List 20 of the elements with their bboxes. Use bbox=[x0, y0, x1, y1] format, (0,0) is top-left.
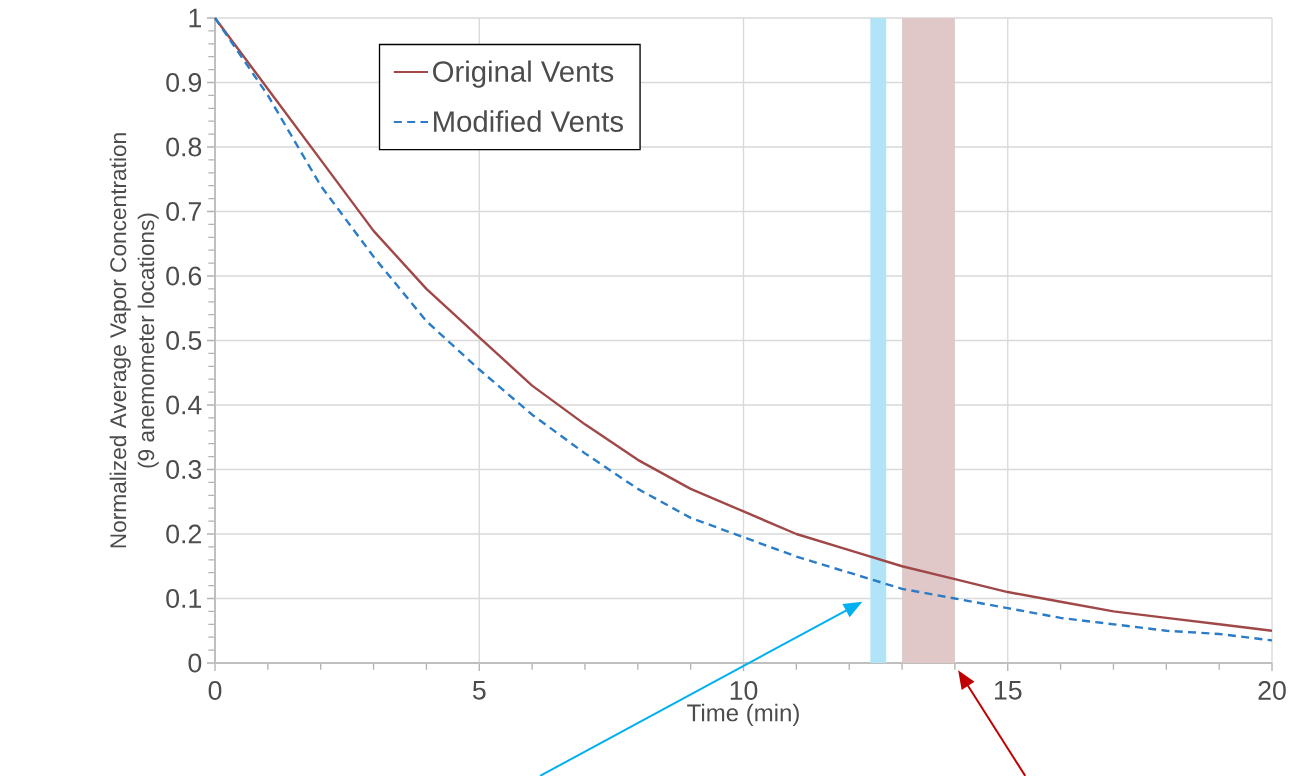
x-tick-label: 5 bbox=[472, 681, 486, 700]
y-tick-label: 1 bbox=[189, 8, 201, 28]
y-tick-label: 0 bbox=[188, 653, 202, 673]
legend-label: Modified Vents bbox=[434, 110, 623, 132]
y-tick-label: 0.1 bbox=[166, 589, 201, 608]
legend-label: Original Vents bbox=[433, 60, 614, 88]
y-tick-label: 0.7 bbox=[166, 202, 201, 221]
y-tick-label: 0.2 bbox=[166, 524, 201, 544]
x-tick-label: 10 bbox=[730, 681, 758, 700]
y-axis-title: Normalized Average Vapor Concentration (9 anemometer locations) bbox=[109, 133, 159, 548]
x-tick-label: 15 bbox=[994, 681, 1022, 700]
x-axis-title: Time (min) bbox=[687, 703, 799, 727]
y-tick-label: 0.9 bbox=[166, 73, 202, 92]
y-tick-label: 0.3 bbox=[166, 460, 202, 479]
y-tick-label: 0.8 bbox=[166, 137, 202, 157]
y-tick-label: 0.4 bbox=[166, 395, 202, 415]
x-tick-label: 20 bbox=[1258, 681, 1286, 700]
y-tick-label: 0.5 bbox=[166, 331, 202, 350]
x-tick-label: 0 bbox=[208, 681, 222, 700]
y-tick-label: 0.6 bbox=[166, 266, 202, 286]
